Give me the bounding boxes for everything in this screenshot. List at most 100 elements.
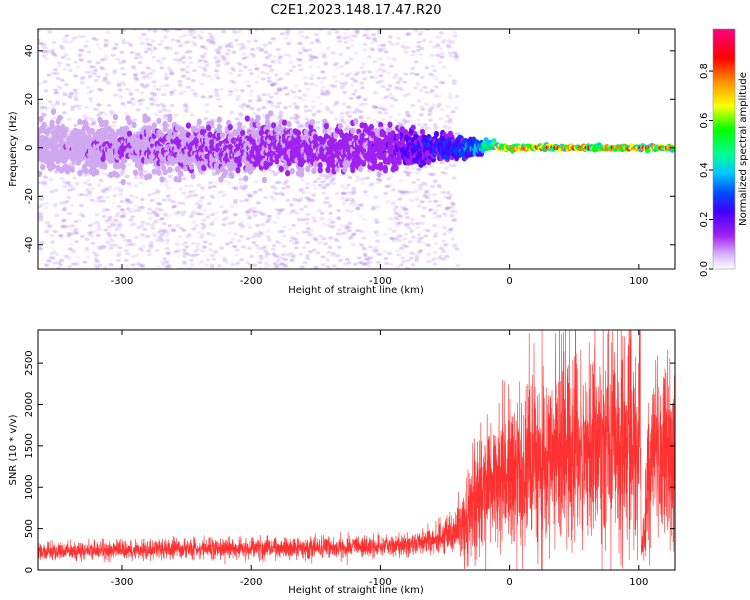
spectrogram-speckle <box>272 190 277 194</box>
spectrogram-speckle <box>106 81 112 85</box>
spectrogram-speckle <box>103 53 109 58</box>
spectrogram-speckle <box>187 233 193 237</box>
spectrogram-speckle <box>128 218 134 222</box>
spectrogram-speckle <box>69 107 75 111</box>
spectrogram-speckle <box>301 217 306 222</box>
spectrogram-speckle <box>385 200 391 204</box>
spectrogram-speckle <box>390 42 395 47</box>
spectrogram-speckle <box>87 224 93 228</box>
spectrogram-speckle <box>424 126 430 130</box>
spectrogram-speckle <box>102 57 108 61</box>
spectrogram-speckle <box>68 232 74 237</box>
spectrogram-speckle <box>372 249 378 253</box>
spectrogram-speckle <box>428 118 433 122</box>
spectrogram-speckle <box>394 86 400 90</box>
spectrogram-speckle <box>353 179 359 183</box>
spectrogram-speckle <box>393 98 399 102</box>
spectrogram-cell <box>410 124 416 131</box>
spectrogram-speckle <box>313 186 319 190</box>
spectrogram-speckle <box>205 215 211 219</box>
spectrogram-speckle <box>214 69 220 73</box>
spectrogram-speckle <box>117 223 123 227</box>
spectrogram-speckle <box>281 225 287 229</box>
spectrogram-speckle <box>108 243 114 247</box>
spectrogram-speckle <box>344 191 350 195</box>
spectrogram-speckle <box>38 214 44 218</box>
spectrogram-speckle <box>263 195 268 200</box>
spectrogram-speckle <box>119 208 125 212</box>
spectrogram-speckle <box>249 254 254 259</box>
spectrogram-speckle <box>339 72 345 76</box>
spectrogram-speckle <box>143 85 148 89</box>
spectrogram-speckle <box>305 226 311 231</box>
spectrogram-speckle <box>170 200 176 204</box>
spectrogram-speckle <box>387 227 393 231</box>
spectrogram-speckle <box>151 221 157 225</box>
spectrogram-speckle <box>69 224 75 228</box>
spectrogram-speckle <box>278 208 284 213</box>
spectrogram-speckle <box>71 262 76 266</box>
spectrogram-cell <box>61 131 67 139</box>
spectrogram-speckle <box>214 210 220 215</box>
spectrogram-speckle <box>140 265 146 269</box>
spectrogram-speckle <box>285 198 291 202</box>
spectrogram-speckle <box>38 205 43 209</box>
spectrogram-speckle <box>182 103 188 107</box>
spectrogram-speckle <box>247 193 253 198</box>
spectrogram-speckle <box>89 198 94 202</box>
spectrogram-speckle <box>229 221 235 225</box>
spectrogram-speckle <box>449 41 454 45</box>
spectrogram-speckle <box>256 108 262 113</box>
spectrogram-speckle <box>38 29 41 32</box>
spectrogram-speckle <box>145 83 150 87</box>
spectrogram-speckle <box>342 90 348 94</box>
spectrogram-speckle <box>395 42 400 46</box>
spectrogram-speckle <box>164 29 170 33</box>
spectrogram-speckle <box>184 70 190 74</box>
spectrogram-speckle <box>298 252 304 256</box>
spectrogram-speckle <box>373 230 379 234</box>
spectrogram-speckle <box>393 216 399 220</box>
spectrogram-speckle <box>448 193 454 197</box>
spectrogram-speckle <box>327 204 333 208</box>
spectrogram-speckle <box>327 217 333 222</box>
spectrogram-speckle <box>344 112 350 116</box>
spectrogram-speckle <box>102 76 108 80</box>
spectrogram-speckle <box>114 42 119 46</box>
spectrogram-speckle <box>184 41 190 45</box>
spectrogram-speckle <box>193 249 199 253</box>
spectrogram-cell <box>50 108 57 115</box>
spectrogram-speckle <box>180 201 186 206</box>
spectrogram-speckle <box>399 190 405 194</box>
spectrogram-speckle <box>393 211 399 215</box>
spectrogram-speckle <box>381 43 387 47</box>
spectrogram-speckle <box>372 118 378 122</box>
spectrogram-speckle <box>192 35 197 40</box>
spectrogram-speckle <box>181 248 187 252</box>
spectrogram-speckle <box>60 46 65 50</box>
spectrogram-speckle <box>439 246 444 251</box>
spectrogram-speckle <box>175 224 181 228</box>
spectrogram-speckle <box>125 198 130 202</box>
spectrogram-speckle <box>397 239 402 243</box>
spectrogram-speckle <box>53 188 59 192</box>
spectrogram-speckle <box>358 115 364 119</box>
spectrogram-speckle <box>176 249 182 253</box>
spectrogram-speckle <box>278 89 284 93</box>
spectrogram-speckle <box>105 208 110 212</box>
spectrogram-speckle <box>125 252 131 256</box>
spectrogram-speckle <box>73 91 79 95</box>
spectrogram-speckle <box>439 51 445 56</box>
spectrogram-speckle <box>402 119 408 123</box>
spectrogram-speckle <box>409 221 415 225</box>
spectrogram-speckle <box>130 215 136 219</box>
spectrogram-speckle <box>326 30 332 34</box>
spectrogram-speckle <box>402 93 408 97</box>
spectrogram-speckle <box>341 121 347 125</box>
spectrogram-speckle <box>177 83 183 87</box>
spectrogram-speckle <box>51 71 57 75</box>
spectrogram-speckle <box>72 230 78 235</box>
spectrogram-speckle <box>420 107 426 111</box>
spectrogram-speckle <box>106 217 112 222</box>
spectrogram-speckle <box>447 95 453 100</box>
